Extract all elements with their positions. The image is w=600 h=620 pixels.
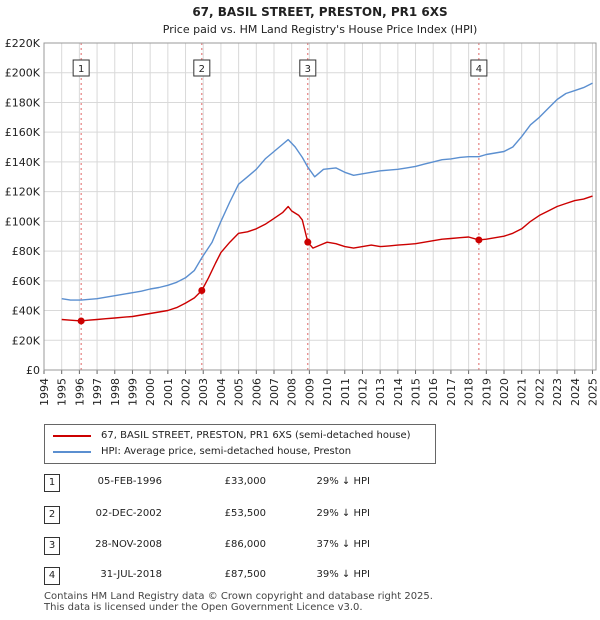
x-tick-label: 2011 xyxy=(339,378,352,406)
transaction-date: 28-NOV-2008 xyxy=(95,539,162,550)
sale-marker-box xyxy=(193,59,211,77)
x-tick-label: 1998 xyxy=(109,378,122,406)
transaction-row: 1 05-FEB-1996 £33,000 29% ↓ HPI xyxy=(0,474,600,494)
sale-point xyxy=(198,286,206,294)
x-tick-label: 2024 xyxy=(569,378,582,406)
y-tick-label: £40K xyxy=(12,305,41,318)
legend-label: HPI: Average price, semi-detached house,… xyxy=(101,446,352,457)
transaction-number: 1 xyxy=(44,474,60,492)
x-tick-label: 1999 xyxy=(126,378,139,406)
y-tick-label: £100K xyxy=(5,215,41,228)
x-tick-label: 2007 xyxy=(268,378,281,406)
y-tick-label: £200K xyxy=(5,67,41,80)
x-tick-label: 2017 xyxy=(445,378,458,406)
x-tick-label: 2009 xyxy=(303,378,316,406)
transaction-price: £33,000 xyxy=(224,476,266,487)
transaction-number: 4 xyxy=(44,567,60,585)
y-tick-label: £220K xyxy=(5,37,41,50)
x-tick-label: 2020 xyxy=(498,378,511,406)
transaction-hpi-diff: 39% ↓ HPI xyxy=(316,569,370,580)
x-tick-label: 2004 xyxy=(215,378,228,406)
plot-frame xyxy=(43,42,597,371)
sale-marker-label: 2 xyxy=(199,64,205,75)
transaction-date: 31-JUL-2018 xyxy=(100,569,162,580)
hpi-line xyxy=(61,82,593,301)
sale-marker-label: 3 xyxy=(305,64,311,75)
legend-line-icon xyxy=(53,451,91,453)
footer-line: Contains HM Land Registry data © Crown c… xyxy=(44,591,433,602)
y-tick-label: £0 xyxy=(26,364,40,377)
sale-marker-box xyxy=(299,59,317,77)
y-tick-label: £20K xyxy=(12,334,41,347)
x-tick-label: 2014 xyxy=(392,378,405,406)
x-tick-label: 2018 xyxy=(463,378,476,406)
transaction-hpi-diff: 29% ↓ HPI xyxy=(316,476,370,487)
x-tick-label: 2006 xyxy=(250,378,263,406)
y-tick-label: £180K xyxy=(5,96,41,109)
x-tick-label: 1996 xyxy=(73,378,86,406)
y-tick-label: £60K xyxy=(12,275,41,288)
chart-subtitle: Price paid vs. HM Land Registry's House … xyxy=(163,23,478,36)
sale-marker-label: 1 xyxy=(78,64,84,75)
chart-title: 67, BASIL STREET, PRESTON, PR1 6XS xyxy=(192,5,447,19)
x-tick-label: 2002 xyxy=(180,378,193,406)
legend-line-icon xyxy=(53,435,91,437)
transaction-row: 2 02-DEC-2002 £53,500 29% ↓ HPI xyxy=(0,506,600,526)
x-tick-label: 2013 xyxy=(374,378,387,406)
transaction-number: 2 xyxy=(44,506,60,524)
transaction-hpi-diff: 37% ↓ HPI xyxy=(316,539,370,550)
x-tick-label: 1995 xyxy=(56,378,69,406)
transaction-row: 4 31-JUL-2018 £87,500 39% ↓ HPI xyxy=(0,567,600,587)
sale-point xyxy=(475,236,483,244)
transaction-hpi-diff: 29% ↓ HPI xyxy=(316,508,370,519)
x-tick-label: 2015 xyxy=(410,378,423,406)
x-tick-label: 2019 xyxy=(480,378,493,406)
x-tick-label: 2023 xyxy=(551,378,564,406)
x-tick-label: 2025 xyxy=(586,378,599,406)
axes: £0 £20K £40K £60K £80K £100K £120K £140K £160K £1… xyxy=(5,37,600,406)
transaction-row: 3 28-NOV-2008 £86,000 37% ↓ HPI xyxy=(0,537,600,557)
x-tick-label: 1997 xyxy=(91,378,104,406)
y-tick-label: £160K xyxy=(5,126,41,139)
legend-label: 67, BASIL STREET, PRESTON, PR1 6XS (semi… xyxy=(101,430,411,441)
sale-marker-box xyxy=(72,59,90,77)
sale-point xyxy=(77,317,85,325)
sale-marker-label: 4 xyxy=(476,64,482,75)
x-tick-label: 2008 xyxy=(286,378,299,406)
series-layer xyxy=(61,82,593,322)
x-tick-label: 2010 xyxy=(321,378,334,406)
x-tick-label: 1994 xyxy=(38,378,51,406)
transaction-price: £86,000 xyxy=(224,539,266,550)
x-tick-label: 2003 xyxy=(197,378,210,406)
x-tick-label: 2012 xyxy=(356,378,369,406)
x-tick-label: 2021 xyxy=(516,378,529,406)
transaction-number: 3 xyxy=(44,537,60,555)
plot-area xyxy=(44,43,596,370)
sale-marker-box xyxy=(470,59,488,77)
y-tick-label: £80K xyxy=(12,245,41,258)
x-tick-label: 2022 xyxy=(533,378,546,406)
transaction-date: 05-FEB-1996 xyxy=(97,476,162,487)
x-tick-label: 2005 xyxy=(233,378,246,406)
x-tick-label: 2000 xyxy=(144,378,157,406)
transaction-price: £53,500 xyxy=(224,508,266,519)
y-tick-label: £140K xyxy=(5,156,41,169)
chart-legend: 67, BASIL STREET, PRESTON, PR1 6XS (semi… xyxy=(44,424,436,464)
footer-line: This data is licensed under the Open Gov… xyxy=(44,602,363,613)
transaction-date: 02-DEC-2002 xyxy=(95,508,162,519)
sale-points xyxy=(77,236,483,325)
x-tick-label: 2001 xyxy=(162,378,175,406)
x-tick-label: 2016 xyxy=(427,378,440,406)
y-tick-label: £120K xyxy=(5,186,41,199)
property-price-line xyxy=(61,195,593,322)
transaction-price: £87,500 xyxy=(224,569,266,580)
sale-markers: 1 2 3 4 xyxy=(72,43,488,370)
sale-point xyxy=(304,238,312,246)
price-chart: 67, BASIL STREET, PRESTON, PR1 6XS Price… xyxy=(5,5,600,406)
footer-attribution: Contains HM Land Registry data © Crown c… xyxy=(44,591,433,613)
